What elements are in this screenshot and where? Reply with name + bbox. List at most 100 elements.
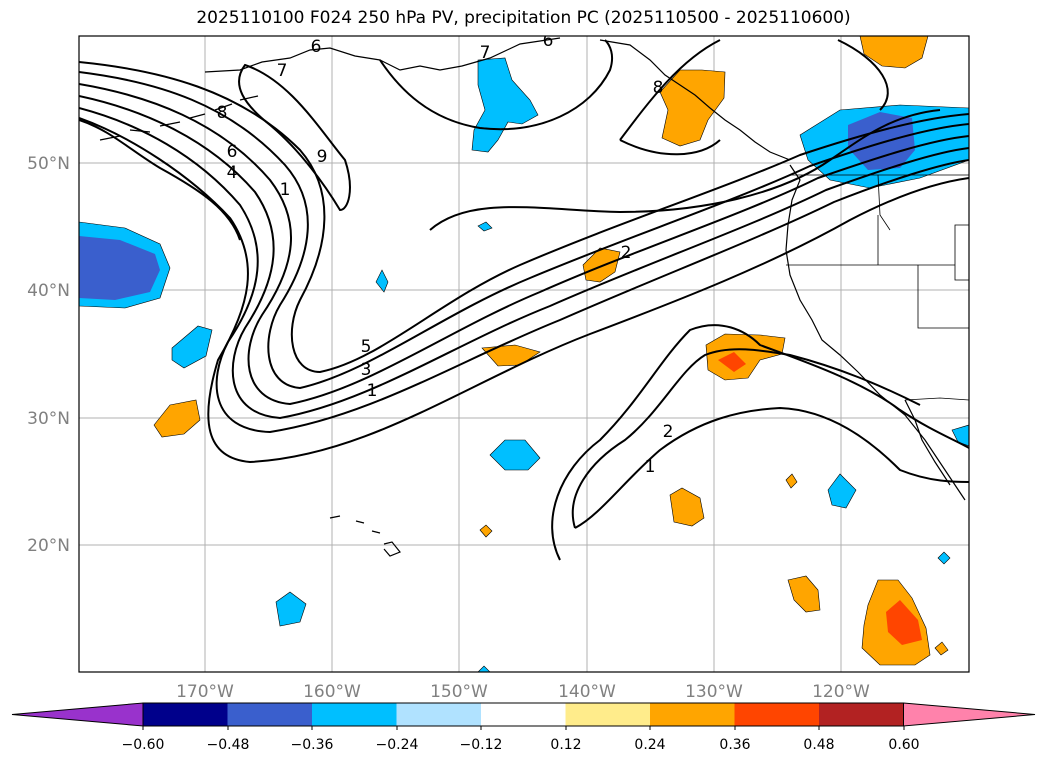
lat-label-50n: 50°N: [27, 154, 70, 174]
lon-label-120w: 120°W: [812, 682, 870, 702]
precip-pos-35n-east: [705, 333, 786, 381]
pv-contour-south-trough-2: [571, 348, 921, 529]
precip-neg-east-edge: [951, 424, 969, 447]
contour-label: 6: [227, 142, 238, 162]
pv-contour-north-loop: [238, 63, 351, 212]
precip-neg-alaska: [471, 57, 539, 153]
map-title: 2025110100 F024 250 hPa PV, precipitatio…: [196, 8, 851, 28]
colorbar-tick-label: −0.24: [376, 737, 419, 753]
contour-label: 4: [227, 163, 238, 183]
pv-contour-jet-4: [79, 95, 969, 420]
longitude-labels: 170°W 160°W 150°W 140°W 130°W 120°W: [176, 682, 870, 702]
colorbar-tick-labels: −0.60 −0.48 −0.36 −0.24 −0.12 0.12 0.24 …: [122, 737, 920, 753]
colorbar-tick-label: −0.48: [207, 737, 250, 753]
pv-contour-jet-3: [79, 83, 969, 406]
lon-label-130w: 130°W: [685, 682, 743, 702]
contour-label: 6: [311, 37, 322, 57]
lon-label-170w: 170°W: [176, 682, 234, 702]
contour-label: 9: [317, 147, 328, 167]
coastline-alaska-panhandle: [599, 39, 791, 161]
precip-shading: [79, 36, 969, 672]
precip-neg-south-1: [275, 591, 307, 627]
contour-label: 2: [663, 422, 674, 442]
pv-contour-gulf-alaska: [429, 109, 941, 231]
colorbar-tick-label: −0.12: [460, 737, 503, 753]
precip-neg-small-40n: [375, 269, 389, 293]
pv-contour-upper-ridge: [379, 39, 614, 131]
colorbar-segment: [481, 703, 566, 726]
lon-label-140w: 140°W: [558, 682, 616, 702]
colorbar-tick-label: −0.60: [122, 737, 165, 753]
lat-label-30n: 30°N: [27, 409, 70, 429]
colorbar-segment: [227, 703, 313, 726]
colorbar-segments: [11, 702, 1036, 727]
lat-label-20n: 20°N: [27, 536, 70, 556]
precip-neg-small-45n: [477, 221, 493, 232]
contour-label: 3: [361, 360, 372, 380]
contour-label: 1: [280, 180, 291, 200]
lat-label-40n: 40°N: [27, 281, 70, 301]
precip-pos-small-se: [934, 641, 949, 656]
colorbar-segment: [650, 703, 735, 726]
colorbar-tick-label: −0.36: [291, 737, 334, 753]
border-us-mexico: [904, 397, 969, 401]
colorbar-extend-high: [903, 702, 1036, 727]
pv-contour-outer: [79, 117, 969, 464]
pv-contours: [79, 39, 969, 561]
contour-label: 8: [217, 103, 228, 123]
colorbar-tick-label: 0.48: [803, 737, 834, 753]
precip-neg-small-south: [477, 665, 491, 672]
precip-pos-24n: [669, 487, 705, 527]
precip-pos-south-2-core: [886, 600, 922, 645]
colorbar: −0.60 −0.48 −0.36 −0.24 −0.12 0.12 0.24 …: [11, 702, 1036, 753]
precip-pos-small-20n: [479, 524, 493, 538]
precip-neg-blob-175w: [171, 325, 213, 369]
plot-area: 7 6 6 7 8 6 4 1 9 8 5 3 1 2 2 1: [79, 31, 969, 672]
plot-frame: [78, 35, 970, 673]
contour-label: 8: [653, 78, 664, 98]
colorbar-tick-label: 0.36: [719, 737, 750, 753]
precip-pos-ne-corner: [859, 36, 929, 69]
precip-pos-south-1: [787, 575, 821, 613]
coastline-hawaii: [329, 515, 401, 557]
colorbar-frame: [142, 702, 904, 727]
precip-neg-small-baja: [937, 551, 951, 565]
colorbar-segment: [396, 703, 482, 726]
precip-pos-42n: [582, 247, 621, 283]
pv-contour-jet-5: [79, 107, 969, 434]
precip-pos-35n-mid: [481, 344, 541, 367]
colorbar-segment: [734, 703, 820, 726]
colorbar-segment: [565, 703, 651, 726]
pv-contour-west-low: [79, 119, 241, 241]
pv-contour-alaska-ridge: [619, 39, 721, 156]
precip-neg-west-edge-core: [79, 236, 160, 300]
contour-label: 2: [621, 243, 632, 263]
contour-label: 1: [645, 457, 656, 477]
lon-label-150w: 150°W: [430, 682, 488, 702]
precip-pos-178w: [153, 399, 201, 438]
colorbar-tick-label: 0.12: [550, 737, 581, 753]
precip-pos-35n-east-core: [718, 352, 746, 372]
contour-label: 5: [361, 337, 372, 357]
colorbar-segment: [143, 703, 228, 726]
latitude-labels: 50°N 40°N 30°N 20°N: [27, 154, 70, 556]
pv-contour-jet-1: [79, 61, 969, 374]
pv-contour-jet-2: [79, 71, 969, 390]
coastline-baja: [904, 399, 951, 486]
colorbar-ticks: [142, 726, 905, 730]
border-ca-nv: [877, 215, 969, 329]
pv-contour-south-trough-3: [574, 406, 969, 529]
colorbar-tick-label: 0.24: [634, 737, 665, 753]
coastline-west-coast: [785, 164, 966, 501]
colorbar-segment: [819, 703, 904, 726]
contour-label: 6: [543, 31, 554, 51]
contour-label: 7: [277, 61, 288, 81]
lon-label-160w: 160°W: [303, 682, 361, 702]
colorbar-tick-label: 0.60: [888, 737, 919, 753]
political-borders: [786, 174, 969, 401]
pv-contour-labels: 7 6 6 7 8 6 4 1 9 8 5 3 1 2 2 1: [217, 31, 674, 477]
pv-contour-south-trough-1: [551, 324, 969, 561]
contour-label: 7: [480, 43, 491, 63]
precip-neg-hawaii-east: [489, 439, 541, 471]
